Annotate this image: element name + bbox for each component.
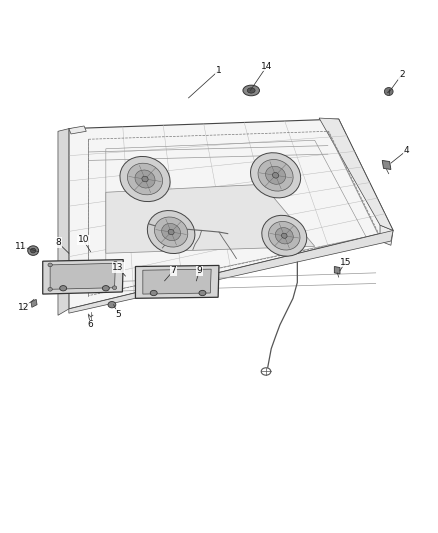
Text: 2: 2 bbox=[399, 70, 405, 79]
Ellipse shape bbox=[251, 153, 300, 198]
Ellipse shape bbox=[48, 263, 52, 266]
Text: 5: 5 bbox=[115, 310, 121, 319]
Ellipse shape bbox=[272, 173, 279, 178]
Polygon shape bbox=[334, 266, 340, 274]
Text: 1: 1 bbox=[216, 66, 222, 75]
Ellipse shape bbox=[108, 302, 116, 308]
Ellipse shape bbox=[199, 290, 206, 296]
Polygon shape bbox=[69, 230, 393, 313]
Polygon shape bbox=[43, 260, 123, 294]
Text: 14: 14 bbox=[261, 62, 272, 70]
Text: 10: 10 bbox=[78, 236, 89, 245]
Text: 11: 11 bbox=[15, 242, 27, 251]
Ellipse shape bbox=[102, 286, 110, 291]
Ellipse shape bbox=[135, 170, 155, 188]
Text: 4: 4 bbox=[403, 147, 409, 156]
Text: 7: 7 bbox=[170, 266, 176, 275]
Polygon shape bbox=[143, 269, 211, 294]
Polygon shape bbox=[106, 184, 315, 253]
Ellipse shape bbox=[155, 217, 188, 247]
Ellipse shape bbox=[28, 246, 39, 255]
Text: 6: 6 bbox=[88, 320, 93, 329]
Ellipse shape bbox=[282, 233, 287, 238]
Ellipse shape bbox=[120, 157, 170, 201]
Ellipse shape bbox=[113, 286, 117, 289]
Ellipse shape bbox=[142, 176, 148, 182]
Polygon shape bbox=[58, 128, 69, 316]
Ellipse shape bbox=[247, 88, 255, 93]
Text: 12: 12 bbox=[18, 303, 29, 312]
Text: 15: 15 bbox=[339, 258, 351, 266]
Ellipse shape bbox=[265, 166, 286, 184]
Polygon shape bbox=[319, 118, 393, 230]
Ellipse shape bbox=[168, 229, 174, 235]
Polygon shape bbox=[380, 225, 393, 245]
Ellipse shape bbox=[60, 286, 67, 291]
Ellipse shape bbox=[385, 87, 393, 95]
Polygon shape bbox=[31, 300, 37, 308]
Ellipse shape bbox=[258, 159, 293, 191]
Text: 9: 9 bbox=[197, 266, 202, 275]
Ellipse shape bbox=[113, 262, 117, 265]
Text: 13: 13 bbox=[112, 263, 124, 272]
Ellipse shape bbox=[127, 163, 162, 195]
Polygon shape bbox=[50, 263, 116, 289]
Ellipse shape bbox=[150, 290, 157, 296]
Ellipse shape bbox=[243, 85, 259, 96]
Polygon shape bbox=[69, 126, 86, 134]
Ellipse shape bbox=[147, 211, 195, 254]
Ellipse shape bbox=[48, 287, 52, 291]
Ellipse shape bbox=[162, 223, 180, 240]
Polygon shape bbox=[69, 119, 393, 309]
Ellipse shape bbox=[268, 221, 300, 250]
Polygon shape bbox=[135, 265, 219, 298]
Ellipse shape bbox=[276, 228, 293, 244]
Text: 8: 8 bbox=[55, 238, 61, 247]
Ellipse shape bbox=[31, 248, 36, 253]
Ellipse shape bbox=[262, 215, 307, 256]
Polygon shape bbox=[382, 160, 391, 169]
